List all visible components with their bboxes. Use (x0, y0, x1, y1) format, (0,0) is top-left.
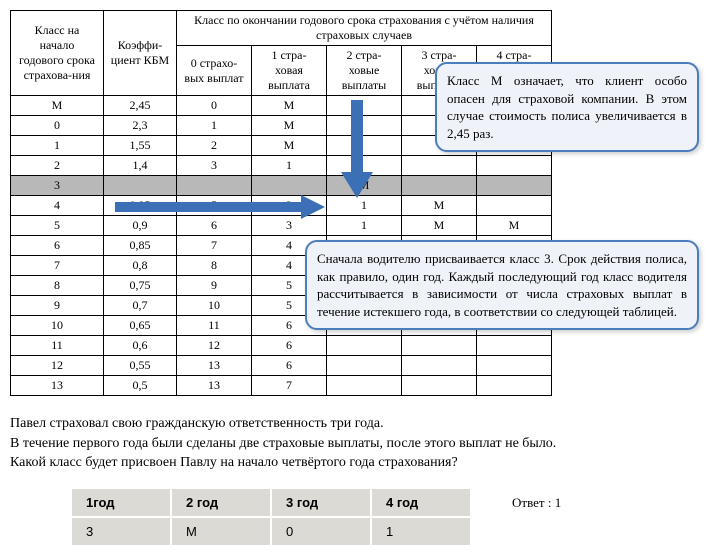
table-cell: М (402, 196, 477, 216)
table-cell (327, 376, 402, 396)
table-cell: М (11, 96, 104, 116)
table-row: 21,431 (11, 156, 552, 176)
arrow-right-icon (115, 195, 325, 219)
table-cell (477, 356, 552, 376)
table-cell: М (402, 216, 477, 236)
table-cell: 8 (11, 276, 104, 296)
ans-h-2: 3 год (271, 488, 371, 517)
table-cell: 0,6 (104, 336, 177, 356)
question-line-2: В течение первого года были сделаны две … (10, 434, 710, 454)
table-cell (477, 376, 552, 396)
table-cell (327, 336, 402, 356)
table-cell (402, 356, 477, 376)
question-line-1: Павел страховал свою гражданскую ответст… (10, 414, 710, 434)
table-cell: 9 (11, 296, 104, 316)
table-cell (477, 176, 552, 196)
table-cell: 0,65 (104, 316, 177, 336)
table-cell: М (477, 216, 552, 236)
th-group: Класс по окончании годового срока страхо… (177, 11, 552, 46)
table-row: 110,6126 (11, 336, 552, 356)
table-cell: 1,55 (104, 136, 177, 156)
table-cell: 2 (11, 156, 104, 176)
table-cell: 0,7 (104, 296, 177, 316)
ans-v-0: 3 (71, 517, 171, 546)
table-row: 3М (11, 176, 552, 196)
table-cell: 0,55 (104, 356, 177, 376)
table-row: 120,55136 (11, 356, 552, 376)
question-text: Павел страховал свою гражданскую ответст… (10, 414, 710, 473)
table-cell (252, 176, 327, 196)
table-cell: 11 (177, 316, 252, 336)
table-cell (402, 336, 477, 356)
table-cell: 13 (177, 356, 252, 376)
table-cell: 1 (177, 116, 252, 136)
table-cell: 0,8 (104, 256, 177, 276)
table-cell: 9 (177, 276, 252, 296)
table-cell: 12 (177, 336, 252, 356)
table-cell: 6 (11, 236, 104, 256)
th-kbm: Коэффи-циент КБМ (104, 11, 177, 96)
th-class-start: Класс на начало годового срока страхова-… (11, 11, 104, 96)
table-cell: 7 (11, 256, 104, 276)
table-cell: 7 (252, 376, 327, 396)
th-sub-0: 0 страхо-вых выплат (177, 46, 252, 96)
ans-v-3: 1 (371, 517, 471, 546)
table-cell: 10 (11, 316, 104, 336)
table-cell: 1 (11, 136, 104, 156)
ans-h-3: 4 год (371, 488, 471, 517)
table-row: 130,5137 (11, 376, 552, 396)
table-cell: 3 (177, 156, 252, 176)
table-cell (477, 156, 552, 176)
table-cell: 5 (11, 216, 104, 236)
table-cell: 6 (252, 356, 327, 376)
table-cell: М (252, 136, 327, 156)
callout-class-3: Сначала водителю присваивается класс 3. … (305, 240, 699, 330)
table-cell: 4 (11, 196, 104, 216)
table-cell: 0,85 (104, 236, 177, 256)
arrow-down-icon (337, 100, 377, 200)
ans-v-2: 0 (271, 517, 371, 546)
callout-class-m: Класс М означает, что клиент особо опасе… (435, 62, 699, 152)
answer-table: 1год 2 год 3 год 4 год 3 М 0 1 (70, 487, 472, 547)
table-cell: 7 (177, 236, 252, 256)
table-cell: 6 (252, 336, 327, 356)
table-cell: 2,45 (104, 96, 177, 116)
table-cell: 13 (11, 376, 104, 396)
question-line-3: Какой класс будет присвоен Павлу на нача… (10, 453, 710, 473)
ans-h-1: 2 год (171, 488, 271, 517)
table-cell: 13 (177, 376, 252, 396)
table-cell (104, 176, 177, 196)
table-cell: 2 (177, 136, 252, 156)
table-cell: 0,75 (104, 276, 177, 296)
table-cell (402, 176, 477, 196)
table-cell: 1 (327, 216, 402, 236)
table-cell: 11 (11, 336, 104, 356)
table-cell: М (252, 96, 327, 116)
table-cell: М (252, 116, 327, 136)
table-cell: 0 (177, 96, 252, 116)
table-cell (477, 336, 552, 356)
table-cell (477, 196, 552, 216)
table-cell: 12 (11, 356, 104, 376)
table-cell: 8 (177, 256, 252, 276)
table-cell: 0 (11, 116, 104, 136)
th-sub-2: 2 стра-ховые выплаты (327, 46, 402, 96)
table-cell (327, 356, 402, 376)
table-cell: 10 (177, 296, 252, 316)
ans-h-0: 1год (71, 488, 171, 517)
table-cell: 2,3 (104, 116, 177, 136)
table-cell (402, 156, 477, 176)
table-cell: 3 (11, 176, 104, 196)
answer-text: Ответ : 1 (512, 495, 561, 511)
table-cell: 1,4 (104, 156, 177, 176)
table-cell: 1 (252, 156, 327, 176)
th-sub-1: 1 стра-ховая выплата (252, 46, 327, 96)
table-cell (402, 376, 477, 396)
ans-v-1: М (171, 517, 271, 546)
table-cell (177, 176, 252, 196)
table-cell: 0,5 (104, 376, 177, 396)
